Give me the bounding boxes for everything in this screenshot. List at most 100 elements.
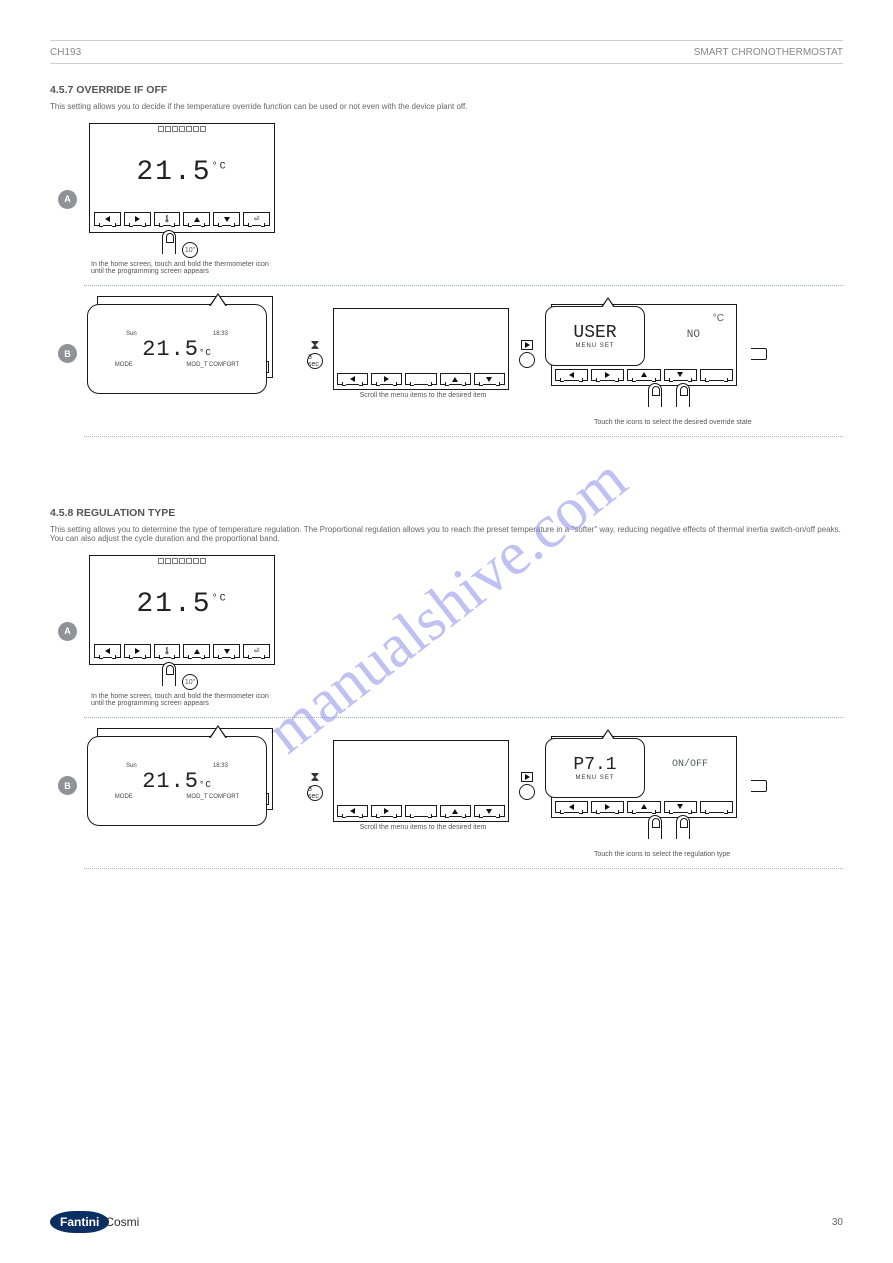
mini-bubble: P7.1 MENU SET [545,738,645,798]
finger-icon [676,383,690,407]
play-icon [521,772,533,782]
button-row: 🌡 ⏎ [90,208,274,232]
finger-icon [676,815,690,839]
section-regulation-type: 4.5.8 REGULATION TYPE This setting allow… [50,507,843,869]
zoom-bubble: Sun18:33 21.5°C MODEMOD_T COMFORT [87,736,267,826]
nav-down-button[interactable] [213,212,240,226]
display-temperature: 21.5°C [136,157,227,188]
spacer-button [405,805,436,817]
ok-button[interactable] [700,369,733,381]
dotted-separator [84,436,843,437]
proceed-icon [513,772,541,800]
final-caption: Touch the icons to select the regulation… [590,849,780,858]
logo-bold: Fantini [50,1211,109,1233]
wait-3s-label: 3 sec [307,785,323,801]
nav-left-button[interactable] [94,212,121,226]
dotted-separator [84,717,843,718]
zoom-bubble: Sun18:33 21.5°C MODEMOD_T COMFORT [87,304,267,394]
step-bullet-a: A [58,190,77,209]
section-override-if-off: 4.5.7 OVERRIDE IF OFF This setting allow… [50,84,843,437]
device-screen: 21.5°C 🌡 ⏎ 10" [89,123,275,233]
dotted-separator [84,285,843,286]
step-bullet-a: A [58,622,77,641]
nav-right-button[interactable] [124,644,151,658]
page-header: CH193 SMART CHRONOTHERMOSTAT [50,40,843,64]
nav-down-button[interactable] [213,644,240,658]
nav-caption: Scroll the menu items to the desired ite… [356,822,487,831]
callout-zoom: Sun18:33 21.5°C MODEMOD_T COMFORT [87,728,297,843]
day-strip [90,124,274,136]
finger-icon [648,383,662,407]
repeat-icon [745,348,773,360]
nav-right-button[interactable] [371,373,402,385]
nav-up-button[interactable] [627,369,660,381]
day-strip [90,556,274,568]
nav-caption: Scroll the menu items to the desired ite… [356,390,487,399]
proceed-icon [513,340,541,368]
section-desc: This setting allows you to determine the… [50,525,843,543]
confirm-icon [519,784,535,800]
result-screen: ON/OFF P7.1 MENU SET [545,736,741,836]
spacer-button [405,373,436,385]
nav-left-button[interactable] [555,801,588,813]
header-right: SMART CHRONOTHERMOSTAT [694,47,843,58]
set-button[interactable]: ⏎ [243,212,270,226]
thermometer-button[interactable]: 🌡 [154,644,181,658]
state-value: NO [687,329,700,341]
state-value: ON/OFF [672,759,708,770]
page-footer: Fantini Cosmi 30 [50,1211,843,1233]
play-icon [521,340,533,350]
device-screen: 21.5°C 🌡 ⏎ 10" [89,555,275,665]
step-caption: In the home screen, touch and hold the t… [87,691,277,707]
step-bullet-b: B [58,776,77,795]
dotted-separator [84,868,843,869]
step-bullet-b: B [58,344,77,363]
set-button[interactable]: ⏎ [243,644,270,658]
nav-down-button[interactable] [474,805,505,817]
step-caption: In the home screen, touch and hold the t… [87,259,277,275]
mini-bubble: USER MENU SET [545,306,645,366]
nav-right-button[interactable] [591,369,624,381]
header-left: CH193 [50,47,81,58]
step-b: B Sun18:33 21.5°C MODEMOD_ [50,296,843,411]
temp-indicator: °C [713,313,724,324]
step-a: A 21.5°C 🌡 ⏎ [50,123,843,275]
wait-3s-label: 3 sec [307,353,323,369]
nav-left-button[interactable] [337,373,368,385]
nav-down-button[interactable] [664,801,697,813]
step-b: B Sun18:33 21.5°C MODEMOD_ [50,728,843,843]
callout-zoom: Sun18:33 21.5°C MODEMOD_T COMFORT [87,296,297,411]
final-caption: Touch the icons to select the desired ov… [590,417,780,426]
nav-up-button[interactable] [440,373,471,385]
nav-up-button[interactable] [627,801,660,813]
repeat-icon [745,780,773,792]
section-desc: This setting allows you to decide if the… [50,102,843,111]
nav-up-button[interactable] [440,805,471,817]
confirm-icon [519,352,535,368]
hourglass-icon: ⧗ [310,770,319,783]
nav-down-button[interactable] [664,369,697,381]
nav-up-button[interactable] [183,644,210,658]
nav-right-button[interactable] [371,805,402,817]
finger-icon [162,662,176,686]
device-nav-screen [333,308,509,390]
nav-left-button[interactable] [94,644,121,658]
nav-left-button[interactable] [337,805,368,817]
finger-icon [648,815,662,839]
nav-right-button[interactable] [591,801,624,813]
thermometer-button[interactable]: 🌡 [154,212,181,226]
display-temperature: 21.5°C [136,589,227,620]
page-number: 30 [832,1217,843,1228]
section-title: 4.5.8 REGULATION TYPE [50,507,843,519]
nav-left-button[interactable] [555,369,588,381]
hourglass-icon: ⧗ [310,338,319,351]
ok-button[interactable] [700,801,733,813]
nav-down-button[interactable] [474,373,505,385]
nav-right-button[interactable] [124,212,151,226]
step-a: A 21.5°C 🌡 ⏎ [50,555,843,707]
button-row: 🌡 ⏎ [90,640,274,664]
hold-10s-icon: 10" [182,242,198,258]
nav-up-button[interactable] [183,212,210,226]
finger-icon [162,230,176,254]
result-screen: °C NO USER MENU SET [545,304,741,404]
